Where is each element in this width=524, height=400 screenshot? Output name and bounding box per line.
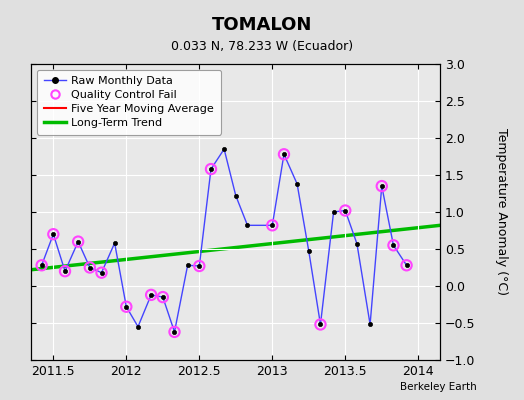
Point — [316, 321, 325, 328]
Point — [37, 262, 46, 268]
Point — [49, 231, 58, 237]
Text: TOMALON: TOMALON — [212, 16, 312, 34]
Point — [389, 242, 398, 248]
Point — [341, 207, 350, 214]
Point — [280, 151, 288, 158]
Point — [207, 166, 215, 172]
Point — [402, 262, 411, 268]
Legend: Raw Monthly Data, Quality Control Fail, Five Year Moving Average, Long-Term Tren: Raw Monthly Data, Quality Control Fail, … — [37, 70, 221, 134]
Point — [147, 292, 155, 298]
Point — [85, 264, 94, 271]
Point — [61, 268, 69, 274]
Point — [122, 304, 130, 310]
Point — [195, 263, 203, 269]
Point — [378, 183, 386, 189]
Y-axis label: Temperature Anomaly (°C): Temperature Anomaly (°C) — [495, 128, 508, 296]
Point — [74, 238, 82, 245]
Point — [268, 222, 277, 228]
Point — [159, 294, 167, 300]
Text: Berkeley Earth: Berkeley Earth — [400, 382, 477, 392]
Text: 0.033 N, 78.233 W (Ecuador): 0.033 N, 78.233 W (Ecuador) — [171, 40, 353, 53]
Point — [170, 329, 179, 335]
Point — [97, 270, 106, 276]
